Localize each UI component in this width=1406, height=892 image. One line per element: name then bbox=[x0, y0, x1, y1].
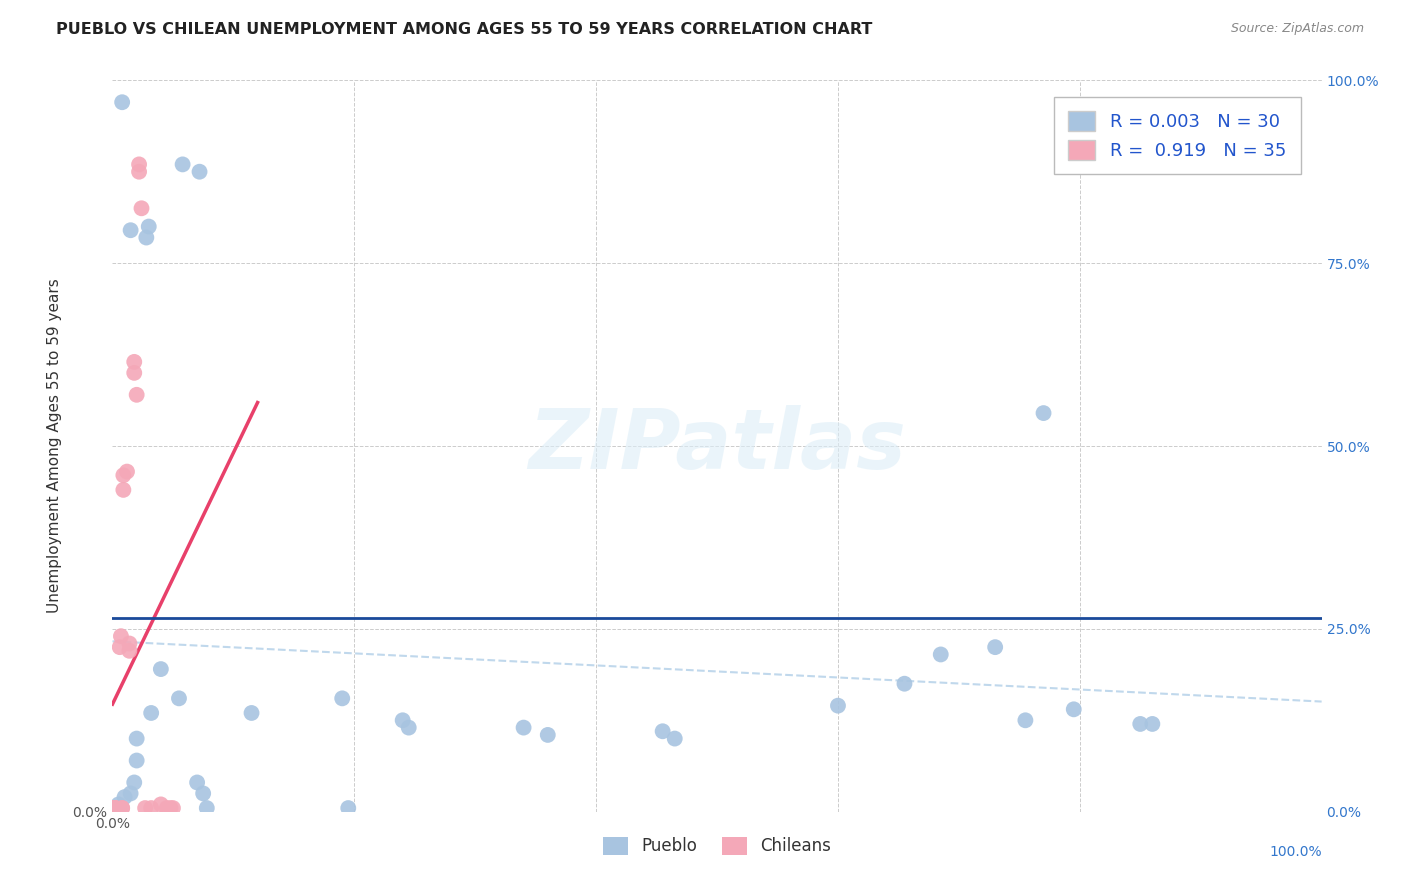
Text: 100.0%: 100.0% bbox=[1270, 845, 1322, 859]
Point bbox=[114, 790, 136, 805]
Point bbox=[330, 691, 353, 706]
Text: PUEBLO VS CHILEAN UNEMPLOYMENT AMONG AGES 55 TO 59 YEARS CORRELATION CHART: PUEBLO VS CHILEAN UNEMPLOYMENT AMONG AGE… bbox=[56, 22, 873, 37]
Point bbox=[103, 801, 125, 815]
Y-axis label: Unemployment Among Ages 55 to 59 years: Unemployment Among Ages 55 to 59 years bbox=[46, 278, 62, 614]
Point bbox=[104, 801, 127, 815]
Point bbox=[138, 219, 160, 234]
Point bbox=[104, 801, 127, 815]
Point bbox=[107, 801, 129, 815]
Point bbox=[122, 366, 145, 380]
Point bbox=[827, 698, 849, 713]
Point bbox=[111, 801, 134, 815]
Point bbox=[893, 676, 915, 690]
Point bbox=[111, 801, 134, 815]
Point bbox=[1032, 406, 1054, 420]
Point bbox=[337, 801, 360, 815]
Point bbox=[134, 801, 156, 815]
Point bbox=[391, 714, 413, 728]
Point bbox=[103, 801, 125, 815]
Point bbox=[107, 797, 129, 812]
Point bbox=[188, 164, 211, 178]
Point bbox=[131, 202, 153, 216]
Point bbox=[186, 775, 208, 789]
Legend: Pueblo, Chileans: Pueblo, Chileans bbox=[596, 830, 838, 862]
Point bbox=[128, 164, 150, 178]
Point bbox=[135, 230, 157, 244]
Point bbox=[111, 95, 134, 110]
Point bbox=[125, 754, 148, 768]
Point bbox=[512, 721, 534, 735]
Point bbox=[195, 801, 218, 815]
Point bbox=[105, 801, 128, 815]
Point bbox=[122, 775, 145, 789]
Point bbox=[105, 801, 128, 815]
Point bbox=[110, 629, 132, 643]
Point bbox=[105, 801, 128, 815]
Point bbox=[929, 648, 952, 662]
Point bbox=[120, 223, 142, 237]
Point bbox=[128, 157, 150, 171]
Point bbox=[984, 640, 1007, 655]
Point bbox=[1129, 717, 1152, 731]
Point bbox=[141, 706, 163, 720]
Point bbox=[103, 801, 125, 815]
Point bbox=[118, 636, 141, 650]
Point bbox=[149, 662, 172, 676]
Point bbox=[112, 468, 135, 483]
Point bbox=[162, 801, 184, 815]
Point bbox=[122, 355, 145, 369]
Point bbox=[103, 801, 125, 815]
Point bbox=[1142, 717, 1164, 731]
Point bbox=[103, 801, 125, 815]
Point bbox=[103, 801, 125, 815]
Text: Source: ZipAtlas.com: Source: ZipAtlas.com bbox=[1230, 22, 1364, 36]
Point bbox=[398, 721, 420, 735]
Point bbox=[1063, 702, 1085, 716]
Point bbox=[537, 728, 560, 742]
Point bbox=[149, 797, 172, 812]
Point bbox=[167, 691, 190, 706]
Point bbox=[104, 801, 127, 815]
Point bbox=[651, 724, 673, 739]
Point bbox=[141, 801, 163, 815]
Point bbox=[120, 787, 142, 801]
Point bbox=[103, 801, 125, 815]
Point bbox=[191, 787, 214, 801]
Point bbox=[172, 157, 194, 171]
Point bbox=[159, 801, 181, 815]
Point bbox=[1014, 714, 1036, 728]
Point bbox=[103, 801, 125, 815]
Point bbox=[115, 465, 138, 479]
Point bbox=[664, 731, 686, 746]
Point bbox=[125, 731, 148, 746]
Point bbox=[103, 801, 125, 815]
Point bbox=[103, 801, 125, 815]
Point bbox=[103, 801, 125, 815]
Point bbox=[240, 706, 263, 720]
Point bbox=[103, 801, 125, 815]
Point bbox=[125, 388, 148, 402]
Point bbox=[108, 640, 131, 655]
Point bbox=[118, 644, 141, 658]
Text: ZIPatlas: ZIPatlas bbox=[529, 406, 905, 486]
Point bbox=[156, 801, 179, 815]
Point bbox=[112, 483, 135, 497]
